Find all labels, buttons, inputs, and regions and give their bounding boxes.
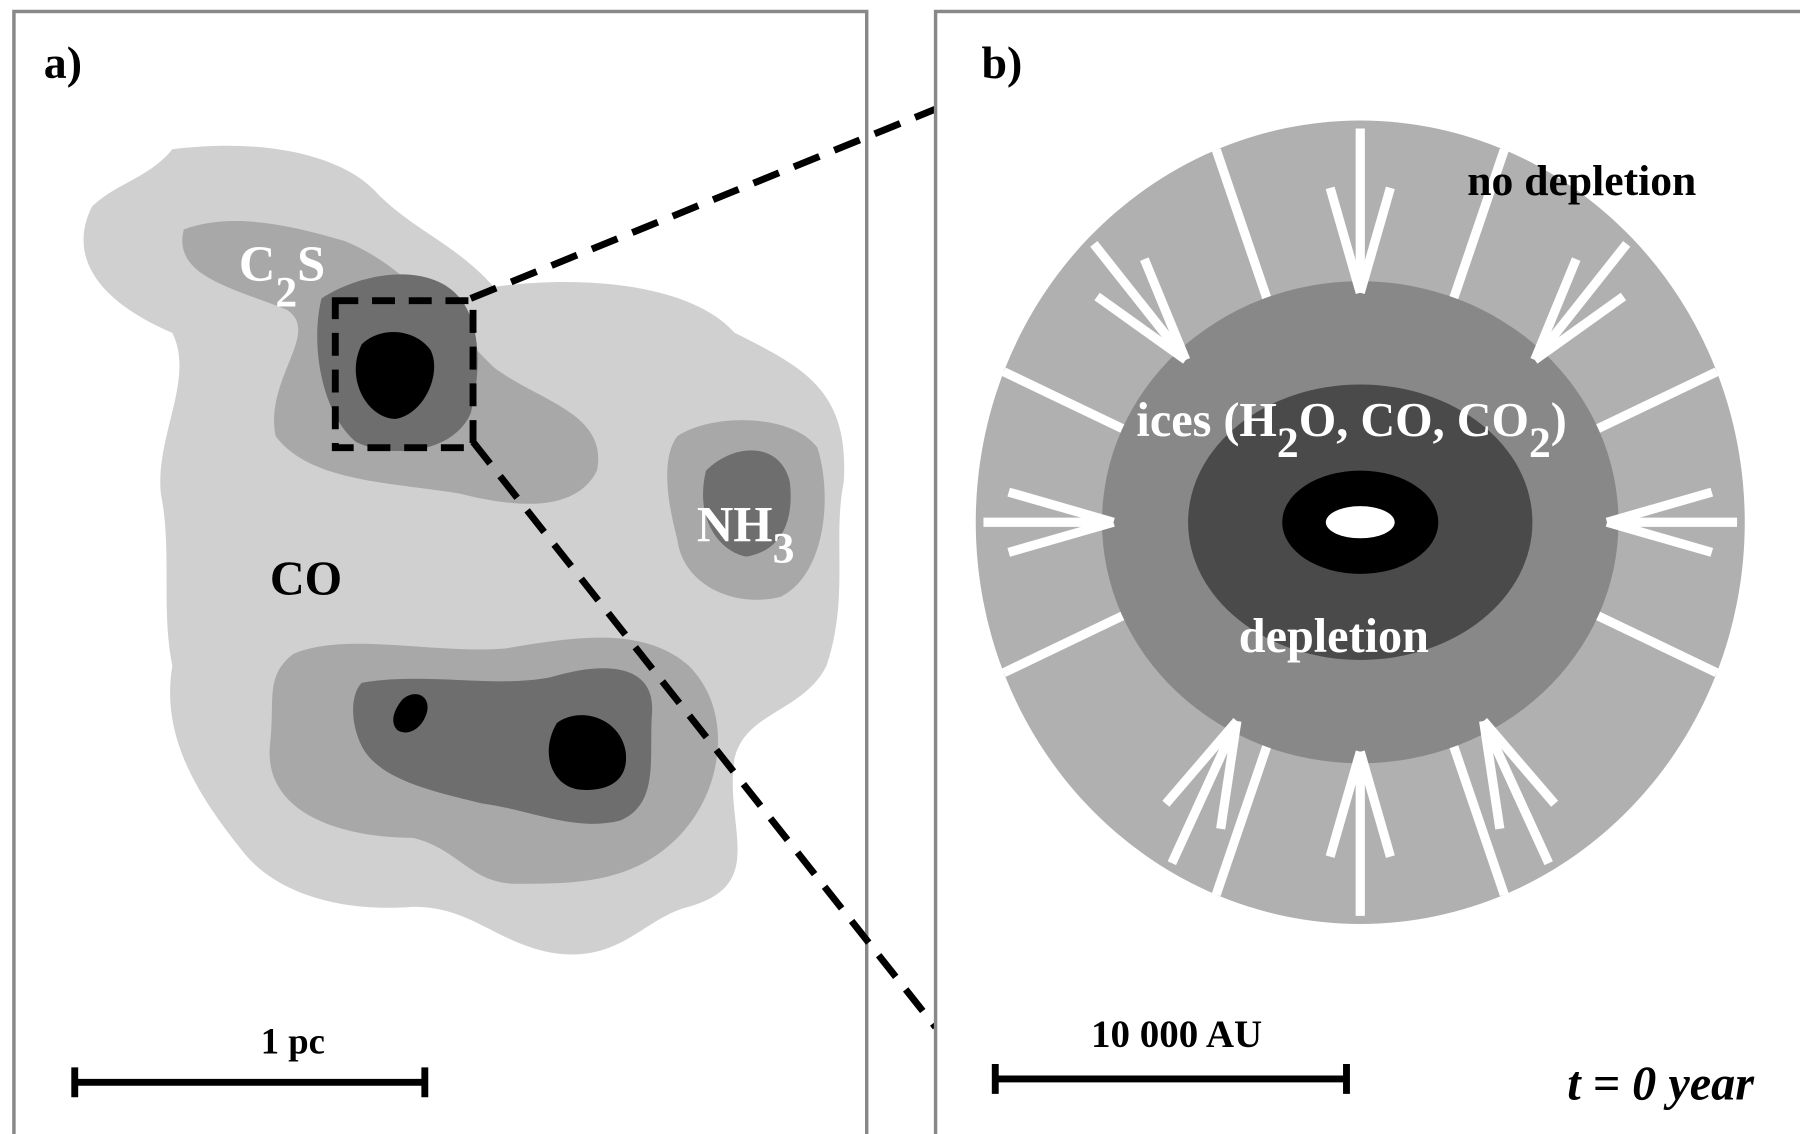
region-label: no depletion bbox=[1467, 157, 1696, 205]
text: ices (H bbox=[1136, 394, 1277, 447]
protostar bbox=[1326, 506, 1395, 538]
subscript: 2 bbox=[1529, 419, 1551, 467]
panel-label: a) bbox=[44, 37, 82, 88]
figure: a) C2S NH3 CO 1 pc b) no depletion ices … bbox=[0, 0, 1800, 1134]
scale-label: 1 pc bbox=[261, 1021, 325, 1062]
subscript: 2 bbox=[275, 268, 297, 316]
text: O, CO, CO bbox=[1299, 394, 1529, 447]
text: S bbox=[297, 236, 325, 292]
subscript: 3 bbox=[773, 524, 795, 572]
scale-label: 10 000 AU bbox=[1091, 1013, 1262, 1056]
text: ) bbox=[1551, 394, 1567, 447]
subscript: 2 bbox=[1277, 419, 1299, 467]
species-label: CO bbox=[270, 553, 342, 606]
time-label: t = 0 year bbox=[1567, 1058, 1755, 1111]
text: NH bbox=[697, 497, 773, 553]
region-label: depletion bbox=[1239, 610, 1429, 663]
text: C bbox=[239, 236, 275, 292]
panel-label: b) bbox=[981, 37, 1022, 88]
